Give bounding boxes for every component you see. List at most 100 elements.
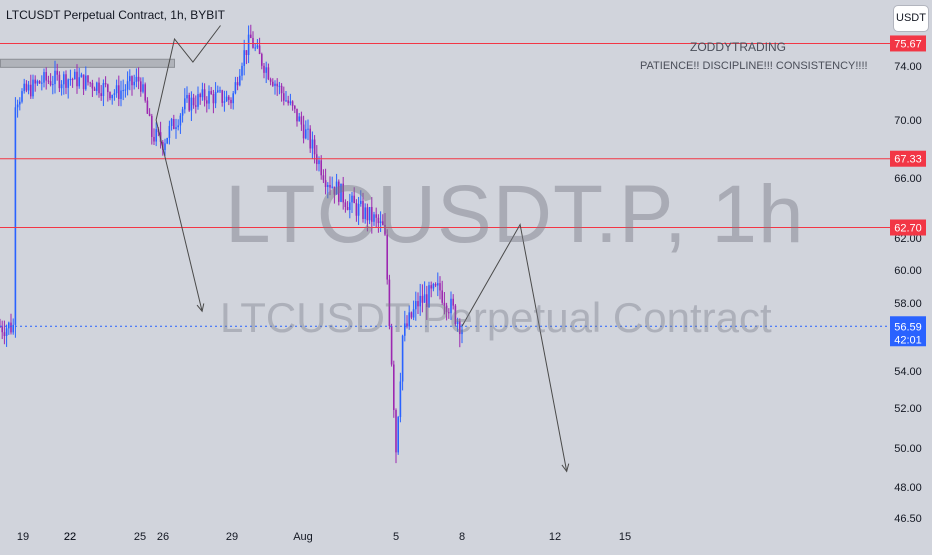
candle-body[interactable] <box>338 181 340 202</box>
candle-body[interactable] <box>78 77 80 87</box>
candle-body[interactable] <box>144 84 146 101</box>
candle-body[interactable] <box>247 34 250 55</box>
candle-body[interactable] <box>214 92 217 104</box>
candle-body[interactable] <box>80 74 83 78</box>
candle-body[interactable] <box>188 95 190 111</box>
candle-body[interactable] <box>289 101 292 104</box>
candle-body[interactable] <box>439 283 441 291</box>
candle-body[interactable] <box>241 65 243 76</box>
bearish-arrow-1[interactable] <box>155 119 203 312</box>
candle-body[interactable] <box>291 101 294 106</box>
candle-body[interactable] <box>437 283 439 286</box>
candle-body[interactable] <box>426 294 428 308</box>
candle-body[interactable] <box>89 82 91 84</box>
candle-body[interactable] <box>366 207 369 221</box>
candle-body[interactable] <box>104 83 107 85</box>
candle-body[interactable] <box>19 101 21 105</box>
candle-body[interactable] <box>228 96 230 100</box>
candle-body[interactable] <box>16 104 19 108</box>
candle-body[interactable] <box>395 410 397 453</box>
candle-body[interactable] <box>87 75 89 83</box>
candle-body[interactable] <box>76 71 78 87</box>
candle-body[interactable] <box>49 81 52 85</box>
candle-body[interactable] <box>148 113 151 116</box>
candle-body[interactable] <box>212 94 215 104</box>
candle-body[interactable] <box>344 202 347 208</box>
candle-body[interactable] <box>434 284 437 286</box>
candle-body[interactable] <box>100 93 102 97</box>
candle-body[interactable] <box>175 127 177 129</box>
candle-body[interactable] <box>393 364 395 411</box>
candle-body[interactable] <box>421 295 424 303</box>
candle-body[interactable] <box>223 101 226 103</box>
candle-body[interactable] <box>382 221 384 225</box>
candle-body[interactable] <box>225 96 228 102</box>
candle-body[interactable] <box>364 207 366 220</box>
candle-body[interactable] <box>298 116 300 122</box>
candle-body[interactable] <box>254 47 256 49</box>
candle-body[interactable] <box>85 75 87 90</box>
candle-body[interactable] <box>305 129 307 139</box>
candle-body[interactable] <box>230 99 232 104</box>
currency-button[interactable]: USDT <box>893 5 929 32</box>
candle-body[interactable] <box>399 381 402 418</box>
candle-body[interactable] <box>41 82 43 84</box>
candle-body[interactable] <box>52 84 54 86</box>
candle-body[interactable] <box>47 80 50 82</box>
candle-body[interactable] <box>419 295 421 307</box>
candle-body[interactable] <box>276 83 278 87</box>
candle-body[interactable] <box>234 82 237 94</box>
candle-body[interactable] <box>96 82 98 91</box>
candle-body[interactable] <box>397 417 399 453</box>
candle-body[interactable] <box>340 183 342 202</box>
candle-body[interactable] <box>27 84 30 91</box>
candle-body[interactable] <box>5 328 8 337</box>
candle-body[interactable] <box>56 70 58 75</box>
candle-body[interactable] <box>120 90 122 99</box>
candle-body[interactable] <box>206 100 208 104</box>
candle-body[interactable] <box>8 322 10 329</box>
candle-body[interactable] <box>412 309 415 318</box>
candle-body[interactable] <box>386 234 388 280</box>
candle-body[interactable] <box>256 45 259 48</box>
candle-body[interactable] <box>54 70 56 85</box>
candle-body[interactable] <box>456 321 459 325</box>
candle-body[interactable] <box>217 90 219 93</box>
candle-body[interactable] <box>23 83 25 92</box>
candle-body[interactable] <box>210 91 212 95</box>
candle-body[interactable] <box>219 90 221 92</box>
candle-body[interactable] <box>272 81 274 86</box>
candle-body[interactable] <box>236 82 239 86</box>
candle-body[interactable] <box>102 83 105 97</box>
candle-body[interactable] <box>269 79 272 82</box>
candle-body[interactable] <box>300 116 303 125</box>
candle-body[interactable] <box>448 312 450 314</box>
candle-body[interactable] <box>181 109 184 116</box>
candle-body[interactable] <box>129 76 131 82</box>
candle-body[interactable] <box>278 85 281 87</box>
candle-body[interactable] <box>283 93 285 101</box>
candle-body[interactable] <box>362 200 364 220</box>
candle-body[interactable] <box>371 207 373 222</box>
candle-body[interactable] <box>368 207 371 221</box>
candle-body[interactable] <box>404 323 406 336</box>
candle-body[interactable] <box>329 184 331 188</box>
candle-body[interactable] <box>296 108 298 122</box>
candle-body[interactable] <box>12 324 14 333</box>
candle-body[interactable] <box>126 81 129 90</box>
candle-body[interactable] <box>401 335 404 382</box>
candle-body[interactable] <box>324 180 327 187</box>
candle-body[interactable] <box>408 312 410 327</box>
candle-body[interactable] <box>410 312 413 318</box>
candle-body[interactable] <box>179 115 182 126</box>
candle-body[interactable] <box>199 94 201 98</box>
candle-body[interactable] <box>203 89 206 101</box>
candle-body[interactable] <box>208 91 210 104</box>
candle-body[interactable] <box>32 79 34 97</box>
candle-body[interactable] <box>34 79 36 84</box>
candle-body[interactable] <box>151 115 153 137</box>
candle-body[interactable] <box>327 184 329 187</box>
candle-body[interactable] <box>274 83 276 86</box>
candle-body[interactable] <box>250 34 252 38</box>
supply-zone[interactable] <box>0 58 175 68</box>
